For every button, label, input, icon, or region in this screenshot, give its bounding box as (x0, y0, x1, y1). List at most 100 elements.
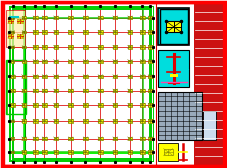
Bar (98, 119, 102, 123)
Bar (166, 21, 180, 32)
Bar (68, 16, 73, 19)
Bar (83, 103, 87, 107)
Bar (42, 60, 47, 63)
Bar (127, 150, 132, 154)
Bar (8, 19, 13, 23)
Bar (148, 30, 152, 34)
Bar (112, 150, 117, 154)
Bar (98, 137, 102, 140)
Bar (53, 150, 58, 154)
Bar (22, 16, 26, 19)
Bar (158, 8, 188, 45)
Bar (98, 16, 102, 19)
Bar (98, 103, 102, 107)
Bar (83, 30, 87, 34)
Bar (6, 61, 8, 114)
Bar (17, 34, 23, 38)
Bar (193, 3, 224, 165)
Bar (33, 45, 37, 49)
Bar (98, 75, 102, 78)
Bar (53, 60, 58, 63)
Bar (148, 103, 152, 107)
Bar (140, 45, 144, 49)
Bar (83, 119, 87, 123)
Bar (42, 150, 47, 154)
Bar (140, 30, 144, 34)
Bar (148, 45, 152, 49)
Bar (98, 45, 102, 49)
Bar (148, 60, 152, 63)
Bar (42, 45, 47, 49)
Bar (68, 119, 73, 123)
Bar (68, 75, 73, 78)
Bar (98, 150, 102, 154)
Bar (68, 150, 73, 154)
Bar (42, 119, 47, 123)
Bar (33, 89, 37, 92)
Bar (127, 89, 132, 92)
Bar (127, 103, 132, 107)
Bar (22, 150, 26, 154)
Bar (53, 30, 58, 34)
Bar (127, 137, 132, 140)
Bar (11, 46, 14, 48)
Bar (68, 60, 73, 63)
Bar (22, 137, 26, 140)
Bar (10, 75, 15, 78)
Bar (68, 30, 73, 34)
Bar (53, 137, 58, 140)
Bar (42, 103, 47, 107)
Bar (148, 75, 152, 78)
Bar (22, 75, 26, 78)
Bar (112, 60, 117, 63)
Bar (127, 16, 132, 19)
Bar (11, 151, 14, 153)
Bar (140, 16, 144, 19)
Bar (98, 60, 102, 63)
Bar (10, 89, 15, 92)
Bar (22, 31, 26, 33)
Bar (42, 137, 47, 140)
Bar (22, 103, 26, 107)
Bar (163, 149, 172, 155)
Bar (22, 89, 26, 92)
Bar (11, 120, 14, 122)
Bar (6, 10, 25, 47)
Bar (11, 31, 14, 33)
Bar (83, 137, 87, 140)
Bar (140, 60, 144, 63)
Bar (68, 103, 73, 107)
Bar (33, 150, 37, 154)
Bar (140, 89, 144, 92)
Bar (127, 75, 132, 78)
Bar (112, 75, 117, 78)
Bar (83, 75, 87, 78)
Bar (140, 119, 144, 123)
Bar (11, 60, 14, 63)
Bar (11, 137, 14, 140)
Bar (6, 60, 26, 114)
Bar (83, 16, 87, 19)
Bar (8, 34, 13, 38)
Bar (11, 16, 14, 19)
Bar (53, 89, 58, 92)
Bar (148, 119, 152, 123)
Bar (42, 16, 47, 19)
Bar (10, 103, 15, 107)
Bar (140, 103, 144, 107)
Bar (53, 103, 58, 107)
Bar (33, 16, 37, 19)
Bar (42, 89, 47, 92)
Bar (83, 45, 87, 49)
Bar (22, 46, 26, 48)
Bar (127, 45, 132, 49)
Bar (140, 75, 144, 78)
Bar (53, 16, 58, 19)
Bar (68, 137, 73, 140)
Bar (83, 150, 87, 154)
Bar (98, 30, 102, 34)
Bar (22, 60, 26, 63)
Bar (33, 103, 37, 107)
Bar (112, 45, 117, 49)
Bar (83, 60, 87, 63)
